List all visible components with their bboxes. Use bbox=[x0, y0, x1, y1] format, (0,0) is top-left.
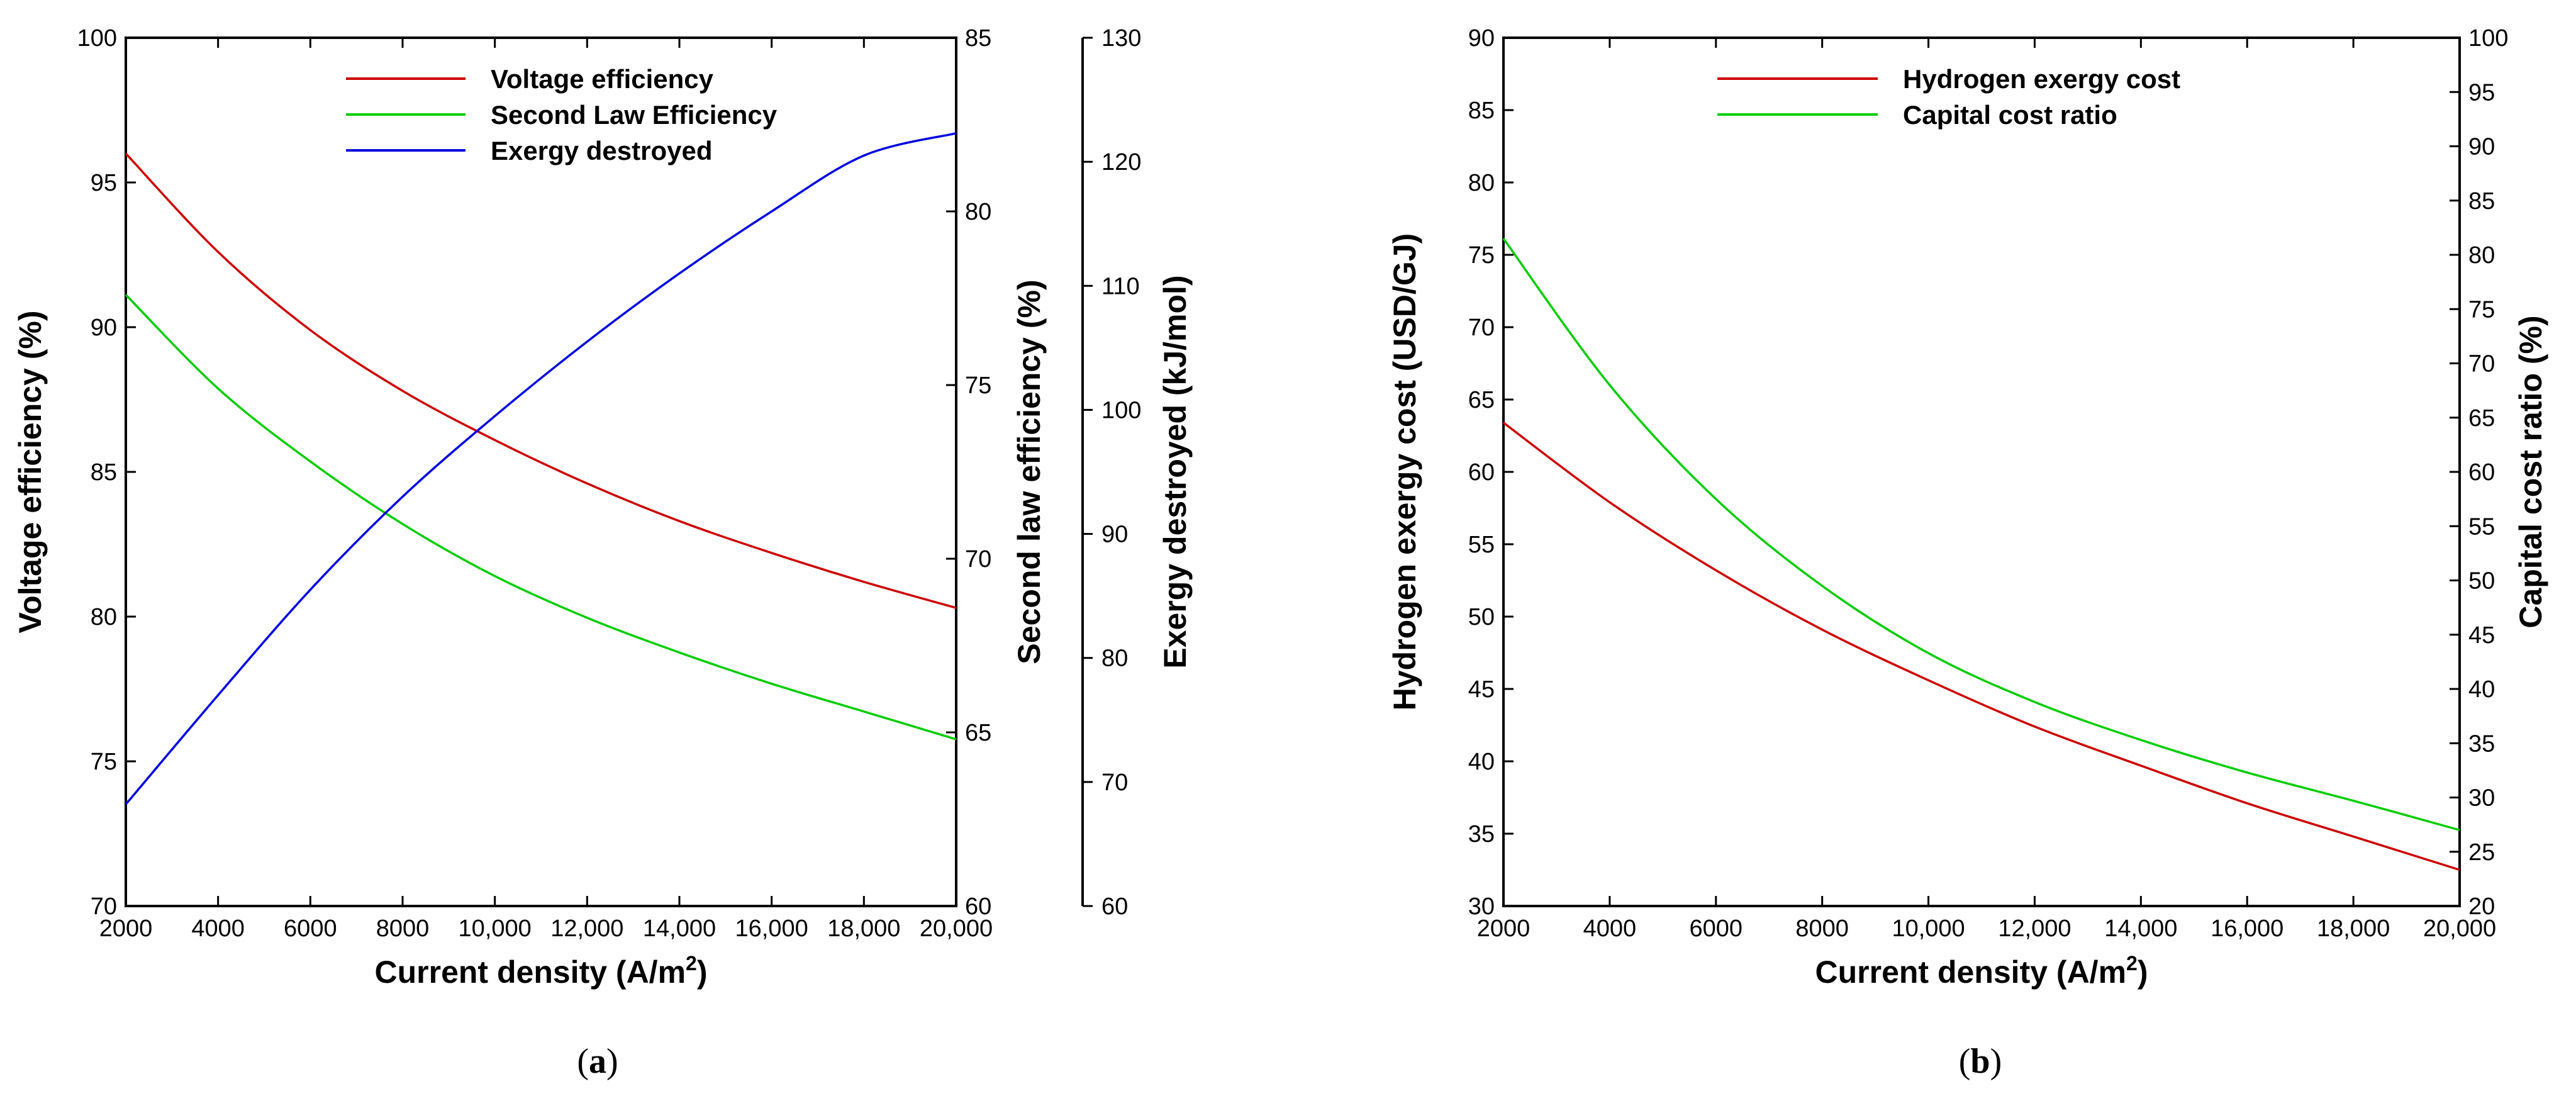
figure-caption: (b) bbox=[1959, 1042, 2002, 1081]
series-line-capital-cost-ratio bbox=[1502, 238, 2460, 831]
left-y-tick-label: 80 bbox=[91, 604, 117, 630]
series-line-voltage-efficiency bbox=[125, 152, 957, 609]
x-tick-label: 18,000 bbox=[827, 915, 900, 942]
left-y-tick-label: 100 bbox=[77, 25, 117, 52]
right2-y-tick-label: 90 bbox=[1101, 522, 1128, 548]
x-tick-label: 20,000 bbox=[920, 915, 993, 942]
right2-y-tick-label: 120 bbox=[1101, 149, 1141, 176]
x-tick-label: 18,000 bbox=[2317, 915, 2390, 942]
x-tick-label: 14,000 bbox=[2104, 915, 2177, 942]
series-line-hydrogen-exergy-cost bbox=[1502, 422, 2460, 871]
x-tick-label: 8000 bbox=[1795, 915, 1849, 942]
x-tick-label: 16,000 bbox=[735, 915, 808, 942]
right2-y-tick-label: 60 bbox=[1101, 893, 1128, 920]
right-y-tick-label: 100 bbox=[2468, 25, 2508, 52]
x-tick-label: 10,000 bbox=[459, 915, 532, 942]
right-y-tick-label: 20 bbox=[2468, 893, 2495, 920]
x-tick-label: 2000 bbox=[99, 915, 153, 942]
left-y-tick-label: 85 bbox=[91, 459, 117, 486]
right2-y-tick-label: 130 bbox=[1101, 25, 1141, 52]
plot-frame bbox=[125, 36, 957, 907]
left-y-tick-label: 65 bbox=[1468, 387, 1495, 413]
legend-label: Capital cost ratio bbox=[1903, 100, 2117, 130]
right2-y-tick-label: 80 bbox=[1101, 646, 1128, 672]
left-y-tick-label: 50 bbox=[1468, 604, 1495, 630]
plot-frame bbox=[1502, 36, 2461, 907]
x-tick-label: 14,000 bbox=[643, 915, 716, 942]
right-y-tick-label: 25 bbox=[2468, 839, 2495, 866]
left-y-tick-label: 70 bbox=[1468, 315, 1495, 341]
series-line-second-law-efficiency bbox=[125, 294, 957, 741]
left-y-tick-label: 95 bbox=[91, 170, 117, 196]
left-y-tick-label: 30 bbox=[1468, 893, 1495, 920]
right-y-tick-label: 35 bbox=[2468, 730, 2495, 757]
x-tick-label: 12,000 bbox=[550, 915, 623, 942]
figure-caption: (a) bbox=[577, 1042, 618, 1081]
right-y-tick-label: 90 bbox=[2468, 134, 2495, 160]
right-y-tick-label: 40 bbox=[2468, 676, 2495, 703]
left-y-tick-label: 90 bbox=[91, 315, 117, 341]
legend-label: Second Law Efficiency bbox=[491, 100, 778, 130]
left-y-tick-label: 80 bbox=[1468, 170, 1495, 196]
legend-label: Hydrogen exergy cost bbox=[1903, 64, 2180, 94]
left-y-axis-title: Hydrogen exergy cost (USD/GJ) bbox=[1387, 233, 1422, 711]
right-y-tick-label: 85 bbox=[965, 25, 991, 52]
right2-y-tick-label: 100 bbox=[1101, 397, 1141, 423]
left-y-tick-label: 35 bbox=[1468, 821, 1495, 848]
right-y-tick-label: 55 bbox=[2468, 513, 2495, 540]
left-y-tick-label: 45 bbox=[1468, 676, 1495, 703]
x-tick-label: 6000 bbox=[1690, 915, 1743, 942]
right-y-tick-label: 65 bbox=[2468, 405, 2495, 432]
right-y-axis-title: Second law efficiency (%) bbox=[1012, 279, 1047, 664]
legend-label: Exergy destroyed bbox=[491, 136, 713, 165]
x-tick-label: 20,000 bbox=[2423, 915, 2496, 942]
right-y-tick-label: 70 bbox=[965, 546, 991, 573]
chart-b: 2000 4000 6000 8000 10,000 12,000 14,000 16,000… bbox=[1387, 25, 2548, 1081]
right-y-tick-label: 80 bbox=[965, 199, 991, 225]
series-line-exergy-destroyed bbox=[125, 132, 957, 805]
x-axis-title: Current density (A/m2) bbox=[375, 952, 708, 990]
x-tick-label: 4000 bbox=[1583, 915, 1637, 942]
right-y-tick-label: 85 bbox=[2468, 188, 2495, 215]
x-tick-label: 8000 bbox=[376, 915, 430, 942]
right-y-tick-label: 60 bbox=[2468, 459, 2495, 486]
left-y-axis-title: Voltage efficiency (%) bbox=[13, 310, 48, 633]
right-y-tick-label: 75 bbox=[965, 372, 991, 399]
x-axis-title: Current density (A/m2) bbox=[1815, 952, 2148, 990]
x-tick-label: 12,000 bbox=[1998, 915, 2071, 942]
x-tick-label: 2000 bbox=[1477, 915, 1531, 942]
right-y-tick-label: 95 bbox=[2468, 79, 2495, 106]
right-y-tick-label: 65 bbox=[965, 720, 991, 746]
right-y-tick-label: 30 bbox=[2468, 785, 2495, 812]
right-y-tick-label: 50 bbox=[2468, 568, 2495, 595]
left-y-tick-label: 75 bbox=[1468, 242, 1495, 269]
left-y-tick-label: 55 bbox=[1468, 532, 1495, 558]
right2-y-axis-title: Exergy destroyed (kJ/mol) bbox=[1157, 275, 1193, 668]
right-y-tick-label: 80 bbox=[2468, 242, 2495, 269]
x-tick-label: 10,000 bbox=[1892, 915, 1965, 942]
x-tick-label: 16,000 bbox=[2211, 915, 2283, 942]
chart-a: 2000 4000 6000 8000 10,000 12,000 14,000 16,000… bbox=[13, 25, 1193, 1081]
right-y-tick-label: 75 bbox=[2468, 296, 2495, 323]
right2-y-tick-label: 110 bbox=[1101, 273, 1140, 299]
x-tick-label: 6000 bbox=[284, 915, 337, 942]
legend-label: Voltage efficiency bbox=[491, 64, 714, 94]
x-tick-label: 4000 bbox=[191, 915, 245, 942]
left-y-tick-label: 60 bbox=[1468, 459, 1495, 486]
left-y-tick-label: 40 bbox=[1468, 749, 1495, 775]
left-y-tick-label: 75 bbox=[91, 749, 117, 775]
right-y-tick-label: 45 bbox=[2468, 622, 2495, 649]
right2-y-tick-label: 70 bbox=[1101, 769, 1128, 796]
left-y-tick-label: 85 bbox=[1468, 98, 1495, 124]
right-y-axis-title: Capital cost ratio (%) bbox=[2513, 315, 2548, 628]
right-y-tick-label: 70 bbox=[2468, 351, 2495, 378]
left-y-tick-label: 70 bbox=[91, 893, 117, 920]
left-y-tick-label: 90 bbox=[1468, 25, 1495, 52]
right-y-tick-label: 60 bbox=[965, 893, 991, 920]
